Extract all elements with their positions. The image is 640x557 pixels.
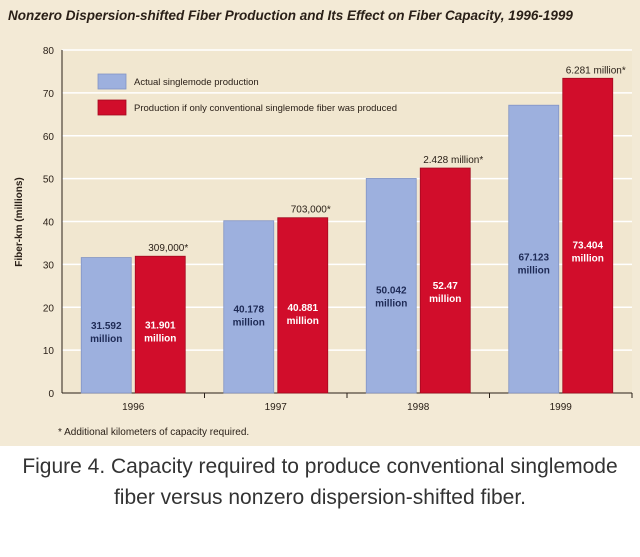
y-tick-label: 40 (43, 218, 55, 229)
bar-unit-label: million (375, 298, 407, 309)
bar-value-label: 52.47 (433, 281, 458, 292)
legend-swatch (97, 99, 127, 116)
bar-conventional (277, 217, 329, 394)
bar-annotation: 2.428 million* (423, 155, 483, 166)
chart-canvas: 0 10 20 30 40 50 60 70 80 Fiber-km (millions) 1996… (14, 46, 633, 413)
bar-value-label: 31.901 (145, 320, 176, 331)
bar-annotation: 703,000* (291, 205, 331, 216)
y-tick-label: 30 (43, 260, 55, 271)
x-tick-label: 1997 (265, 402, 288, 413)
bar-conventional (134, 255, 186, 394)
bar-unit-label: million (287, 316, 319, 327)
bar-value-label: 50.042 (376, 285, 407, 296)
bar-unit-label: million (90, 334, 122, 345)
bar-unit-label: million (429, 294, 461, 305)
bar-value-label: 67.123 (518, 252, 549, 263)
bar-actual (223, 220, 275, 394)
chart-footnote: * Additional kilometers of capacity requ… (58, 427, 250, 438)
bar-value-label: 40.178 (233, 304, 264, 315)
legend-label: Production if only conventional singlemo… (134, 103, 397, 114)
y-tick-label: 80 (43, 46, 55, 57)
legend-label: Actual singlemode production (134, 77, 259, 88)
y-tick-label: 20 (43, 303, 55, 314)
bar-actual (508, 104, 560, 394)
bar-unit-label: million (144, 333, 176, 344)
bar-conventional (562, 77, 614, 394)
bar-conventional (419, 167, 471, 394)
y-tick-label: 10 (43, 346, 55, 357)
x-tick-label: 1998 (407, 402, 430, 413)
bar-annotation: 6.281 million* (566, 65, 626, 76)
bar-actual (80, 257, 132, 394)
bar-value-label: 31.592 (91, 321, 122, 332)
bar-actual (365, 178, 417, 394)
x-tick-label: 1999 (550, 402, 573, 413)
x-tick-label: 1996 (122, 402, 145, 413)
y-tick-label: 60 (43, 132, 55, 143)
chart-title: Nonzero Dispersion-shifted Fiber Product… (8, 8, 573, 23)
y-axis-label: Fiber-km (millions) (14, 177, 25, 266)
legend-swatch (97, 73, 127, 90)
figure-caption: Figure 4. Capacity required to produce c… (22, 455, 618, 509)
y-tick-label: 0 (48, 389, 54, 400)
bar-value-label: 40.881 (287, 303, 318, 314)
bar-value-label: 73.404 (572, 240, 603, 251)
bar-annotation: 309,000* (148, 243, 188, 254)
bar-unit-label: million (233, 317, 265, 328)
y-tick-label: 70 (43, 89, 55, 100)
y-tick-label: 50 (43, 175, 55, 186)
bar-unit-label: million (572, 253, 604, 264)
bar-unit-label: million (518, 265, 550, 276)
